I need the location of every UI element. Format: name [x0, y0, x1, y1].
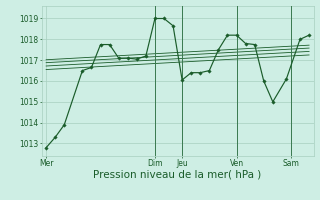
X-axis label: Pression niveau de la mer( hPa ): Pression niveau de la mer( hPa ) [93, 170, 262, 180]
